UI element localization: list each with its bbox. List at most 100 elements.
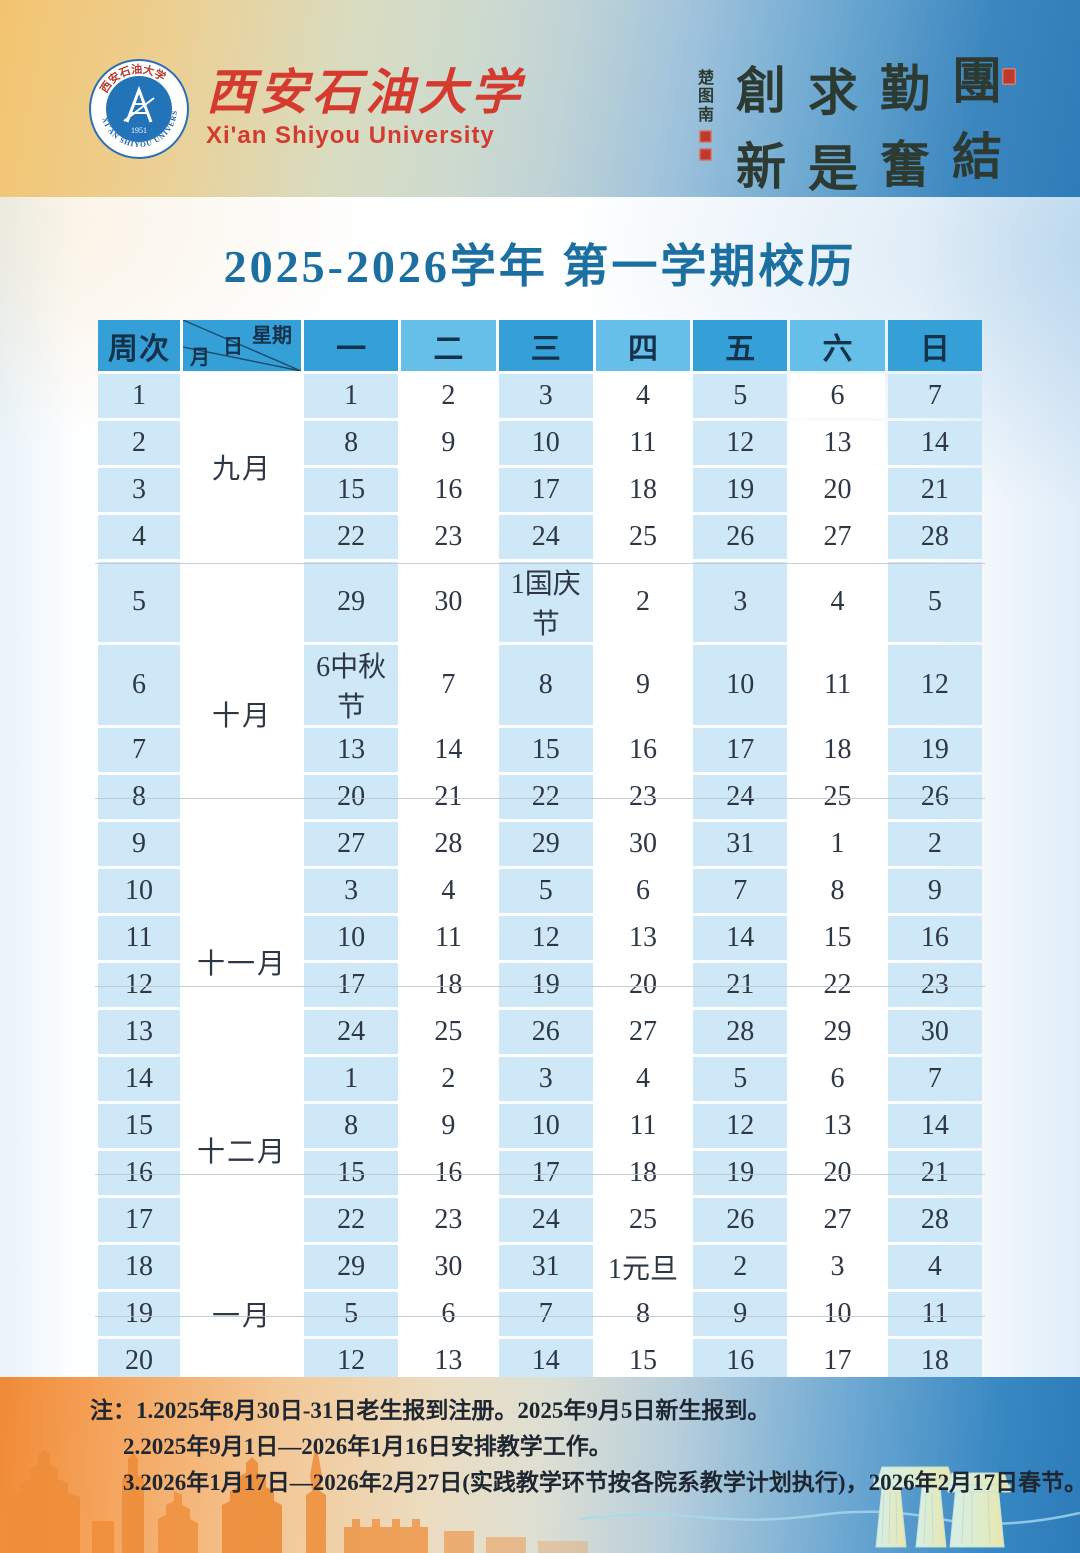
day-cell: 24 xyxy=(693,775,788,819)
day-cell: 20 xyxy=(304,775,399,819)
week-number: 20 xyxy=(98,1339,180,1383)
day-cell: 30 xyxy=(401,1245,496,1289)
day-cell: 1 xyxy=(304,1057,399,1101)
month-divider-line xyxy=(95,563,985,564)
day-header-4: 四 xyxy=(595,320,691,371)
day-cell: 27 xyxy=(790,515,885,559)
day-cell: 4 xyxy=(595,1057,691,1101)
day-header-1: 一 xyxy=(304,320,399,371)
day-cell: 3 xyxy=(304,869,399,913)
week-number: 3 xyxy=(98,468,180,512)
day-cell: 28 xyxy=(887,1198,982,1242)
day-header-6: 六 xyxy=(790,320,885,371)
day-cell: 15 xyxy=(790,916,885,960)
day-cell: 24 xyxy=(498,1198,593,1242)
week-row: 18 一月 29 30 31 1元旦 2 3 4 xyxy=(98,1245,982,1383)
month-cell: 十二月 xyxy=(183,1057,301,1242)
day-cell: 9 xyxy=(887,869,982,913)
day-cell: 12 xyxy=(693,1104,788,1148)
seal-icon xyxy=(699,148,713,162)
day-cell: 8 xyxy=(595,1292,691,1336)
day-cell: 17 xyxy=(304,963,399,1007)
day-cell: 2 xyxy=(887,822,982,866)
day-cell: 22 xyxy=(790,963,885,1007)
day-cell: 13 xyxy=(401,1339,496,1383)
day-cell: 11 xyxy=(595,421,691,465)
week-row: 12 17 18 19 20 21 22 23 xyxy=(98,963,982,1007)
day-cell: 14 xyxy=(401,728,496,772)
day-cell: 30 xyxy=(401,562,496,642)
day-cell: 23 xyxy=(401,1198,496,1242)
day-header-7: 日 xyxy=(887,320,982,371)
day-cell: 27 xyxy=(790,1198,885,1242)
diagonal-lines xyxy=(183,320,301,371)
signature-character: 南 xyxy=(697,106,714,124)
day-cell: 8 xyxy=(498,645,593,725)
day-cell: 13 xyxy=(595,916,691,960)
day-cell: 17 xyxy=(498,468,593,512)
university-name-cn: 西安石油大学 xyxy=(206,65,525,120)
week-number: 9 xyxy=(98,822,180,866)
day-cell: 31 xyxy=(693,822,788,866)
day-cell: 3 xyxy=(790,1245,885,1289)
motto-character: 求 xyxy=(808,65,858,121)
diagonal-label-month: 月 xyxy=(190,347,210,369)
notes-block: 注：1.2025年8月30日-31日老生报到注册。2025年9月5日新生报到。 2… xyxy=(90,1393,1080,1501)
day-cell: 5 xyxy=(498,869,593,913)
day-cell: 29 xyxy=(304,562,399,642)
day-cell: 8 xyxy=(304,421,399,465)
day-cell: 20 xyxy=(595,963,691,1007)
day-cell: 27 xyxy=(595,1010,691,1054)
day-cell: 12 xyxy=(498,916,593,960)
week-row: 4 22 23 24 25 26 27 28 xyxy=(98,515,982,559)
day-cell: 7 xyxy=(693,869,788,913)
motto-signature: 楚图南 xyxy=(698,54,714,194)
day-header-2: 二 xyxy=(401,320,496,371)
day-cell: 12 xyxy=(304,1339,399,1383)
month-cell: 一月 xyxy=(183,1245,301,1383)
day-cell: 13 xyxy=(304,728,399,772)
month-divider-line xyxy=(95,1174,985,1175)
day-cell: 25 xyxy=(595,515,691,559)
day-cell: 6 xyxy=(595,869,691,913)
day-cell: 3 xyxy=(498,1057,593,1101)
day-cell: 11 xyxy=(595,1104,691,1148)
week-number: 11 xyxy=(98,916,180,960)
day-cell: 4 xyxy=(595,374,691,418)
week-row: 14 十二月 1 2 3 4 5 6 7 xyxy=(98,1057,982,1242)
holiday-cell: 1国庆节 xyxy=(498,562,593,642)
day-cell: 8 xyxy=(304,1104,399,1148)
day-cell: 26 xyxy=(693,515,788,559)
day-cell: 26 xyxy=(498,1010,593,1054)
week-number: 16 xyxy=(98,1151,180,1195)
banner: 西安石油大学 XI'AN SHIYOU UNIVERSITY 1951 西安石油… xyxy=(0,0,1080,197)
day-cell: 15 xyxy=(304,1151,399,1195)
day-cell: 9 xyxy=(401,421,496,465)
day-cell: 28 xyxy=(693,1010,788,1054)
motto-calligraphy: 團結勤奮求是創新 楚图南 xyxy=(0,54,1016,194)
week-number: 12 xyxy=(98,963,180,1007)
table-bottom-line xyxy=(95,1316,985,1317)
day-cell: 26 xyxy=(887,775,982,819)
motto-word: 勤奮 xyxy=(880,54,930,194)
day-cell: 29 xyxy=(498,822,593,866)
day-cell: 22 xyxy=(304,1198,399,1242)
day-cell: 4 xyxy=(887,1245,982,1289)
day-cell: 19 xyxy=(693,1151,788,1195)
diagonal-header-cell: 星期 日 月 xyxy=(183,320,301,371)
day-cell: 18 xyxy=(595,1151,691,1195)
holiday-cell: 6中秋节 xyxy=(304,645,399,725)
week-number: 2 xyxy=(98,421,180,465)
day-cell: 18 xyxy=(790,728,885,772)
day-cell: 16 xyxy=(595,728,691,772)
day-cell: 11 xyxy=(790,645,885,725)
day-cell: 24 xyxy=(304,1010,399,1054)
day-cell: 10 xyxy=(693,645,788,725)
day-cell: 14 xyxy=(693,916,788,960)
week-row: 15 8 9 10 11 12 13 14 xyxy=(98,1104,982,1148)
diagonal-label-day: 日 xyxy=(223,336,243,358)
week-row: 11 10 11 12 13 14 15 16 xyxy=(98,916,982,960)
day-cell: 4 xyxy=(790,562,885,642)
week-number: 18 xyxy=(98,1245,180,1289)
logo-year: 1951 xyxy=(131,126,147,135)
